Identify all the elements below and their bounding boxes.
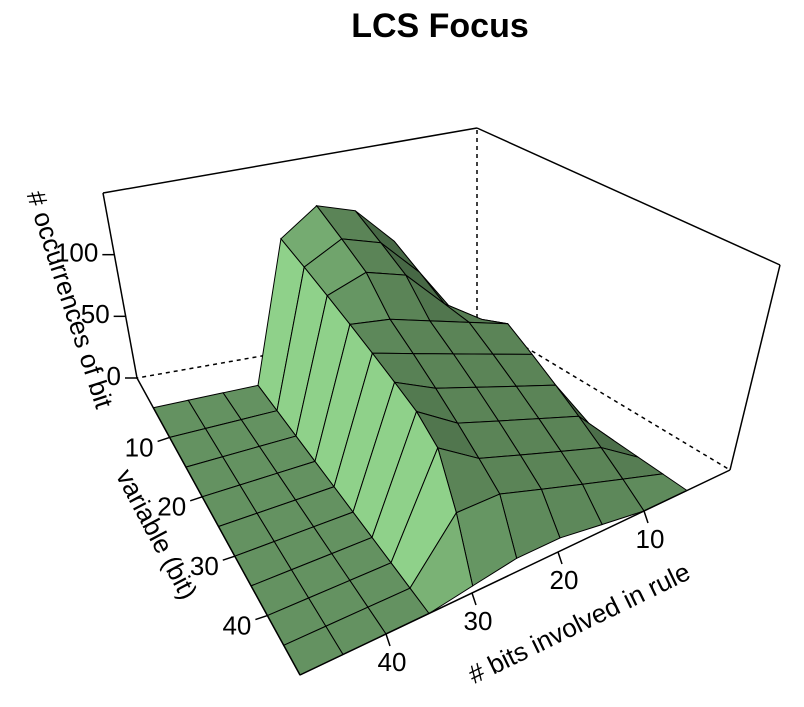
box-edge (299, 469, 731, 676)
z-tick-label: 100 (55, 238, 98, 268)
y-tick (157, 436, 170, 443)
box-edge (102, 127, 478, 194)
x-tick-label: 20 (550, 565, 579, 595)
z-tick-label: 0 (107, 361, 121, 391)
x-tick (385, 633, 391, 647)
x-tick (471, 592, 477, 606)
y-tick-label: 40 (222, 610, 251, 640)
x-tick (643, 510, 649, 524)
z-tick-label: 50 (81, 299, 110, 329)
y-tick (255, 614, 268, 621)
y-tick-label: 30 (190, 551, 219, 581)
y-tick (189, 496, 203, 502)
y-tick-label: 10 (125, 432, 154, 462)
x-tick-label: 10 (636, 524, 665, 554)
box-edge (102, 192, 138, 379)
x-tick-label: 40 (378, 647, 407, 677)
x-tick-label: 30 (464, 606, 493, 636)
x-axis-title: # bits involved in rule (463, 556, 694, 689)
y-axis-title: variable (bit) (110, 464, 204, 604)
x-tick (557, 551, 563, 565)
box-edge (729, 264, 781, 471)
chart-title: LCS Focus (351, 7, 529, 45)
y-tick (222, 555, 236, 561)
box-edge (136, 377, 301, 676)
box-edge (476, 127, 781, 266)
y-tick-label: 20 (157, 492, 186, 522)
